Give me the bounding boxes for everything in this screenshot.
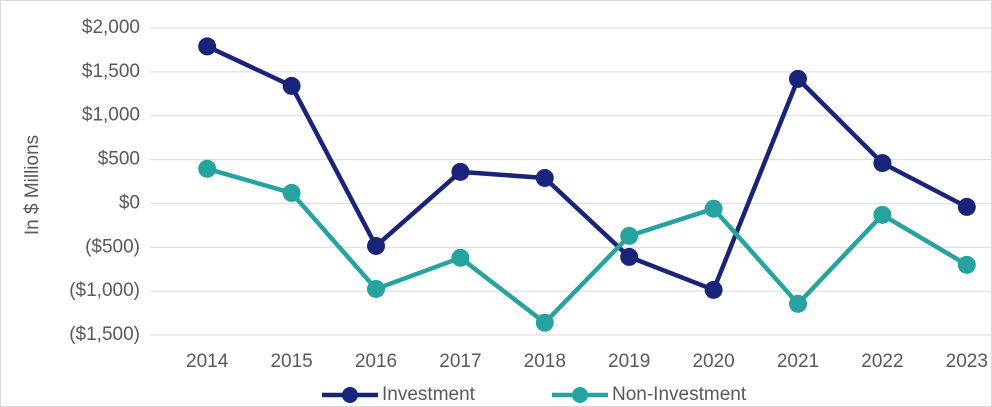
x-tick-label: 2020 [692,351,734,372]
y-tick-label: ($1,000) [69,280,140,301]
data-point [957,197,976,216]
x-tick-label: 2019 [608,351,650,372]
data-point [282,76,301,95]
data-point [789,294,807,313]
y-tick-label: ($1,500) [69,324,140,345]
y-tick-label: $0 [119,192,140,213]
x-tick-label: 2016 [355,351,397,372]
data-point [535,313,554,332]
data-point [620,247,639,266]
data-point [704,199,723,218]
data-point [367,279,385,298]
legend-marker [342,387,358,403]
y-tick-label: $500 [98,149,140,170]
legend-label: Investment [382,384,476,405]
data-point [535,168,554,187]
legend-label: Non-Investment [612,384,747,405]
y-tick-label: $1,000 [82,105,140,126]
data-point [789,69,807,88]
x-tick-label: 2021 [777,351,819,372]
x-tick-label: 2014 [186,351,229,372]
data-point [873,154,892,173]
legend-marker [572,387,588,403]
data-point [451,162,470,181]
data-point [367,236,385,255]
x-tick-label: 2022 [861,351,903,372]
y-tick-label: $1,500 [82,61,140,82]
data-point [282,183,301,202]
y-tick-label: $2,000 [82,17,140,38]
series-line [206,44,968,293]
data-point [704,280,723,299]
data-point [451,248,470,267]
y-axis-title: In $ Millions [22,135,43,235]
y-tick-label: ($500) [85,236,140,257]
series-line [206,166,968,325]
data-point [620,226,639,245]
data-point [873,205,892,224]
x-tick-label: 2018 [524,351,566,372]
data-point [198,37,217,56]
data-point [957,255,976,274]
data-point [198,159,217,178]
x-tick-label: 2023 [946,351,988,372]
x-tick-label: 2015 [270,351,312,372]
x-tick-label: 2017 [439,351,481,372]
